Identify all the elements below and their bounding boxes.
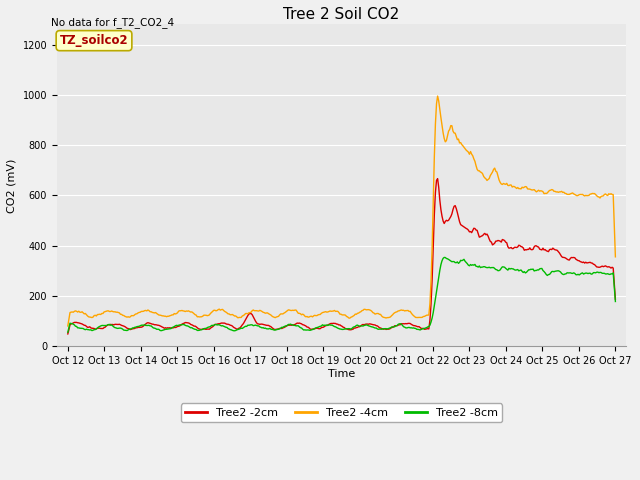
Line: Tree2 -8cm: Tree2 -8cm [68, 257, 616, 332]
Tree2 -8cm [440, 254, 448, 260]
Line: Tree2 -2cm: Tree2 -2cm [68, 179, 616, 334]
Tree2 -4cm [64, 323, 72, 329]
Tree2 -4cm [390, 311, 397, 316]
Tree2 -4cm [324, 309, 332, 315]
Line: Tree2 -4cm: Tree2 -4cm [68, 96, 616, 326]
Tree2 -4cm [514, 185, 522, 191]
Tree2 -8cm [600, 270, 607, 276]
Title: Tree 2 Soil CO2: Tree 2 Soil CO2 [284, 7, 400, 22]
Tree2 -2cm [327, 321, 335, 326]
Tree2 -4cm [612, 254, 620, 260]
Tree2 -2cm [324, 322, 332, 328]
Tree2 -8cm [514, 267, 522, 273]
Tree2 -2cm [390, 324, 397, 330]
Tree2 -2cm [434, 176, 442, 181]
Tree2 -8cm [360, 323, 368, 328]
Tree2 -4cm [434, 93, 442, 99]
Tree2 -8cm [390, 324, 397, 330]
Text: TZ_soilco2: TZ_soilco2 [60, 34, 128, 47]
Legend: Tree2 -2cm, Tree2 -4cm, Tree2 -8cm: Tree2 -2cm, Tree2 -4cm, Tree2 -8cm [181, 403, 502, 422]
Tree2 -8cm [612, 299, 620, 304]
Tree2 -2cm [64, 331, 72, 337]
Tree2 -2cm [612, 296, 620, 302]
Tree2 -2cm [514, 244, 522, 250]
Tree2 -2cm [600, 264, 607, 270]
Text: No data for f_T2_CO2_4: No data for f_T2_CO2_4 [51, 17, 174, 28]
X-axis label: Time: Time [328, 369, 355, 379]
Tree2 -4cm [600, 193, 607, 199]
Tree2 -8cm [64, 329, 72, 335]
Tree2 -4cm [360, 306, 368, 312]
Tree2 -8cm [327, 322, 335, 328]
Tree2 -8cm [324, 323, 332, 328]
Tree2 -2cm [360, 322, 368, 328]
Tree2 -4cm [327, 309, 335, 314]
Y-axis label: CO2 (mV): CO2 (mV) [7, 158, 17, 213]
